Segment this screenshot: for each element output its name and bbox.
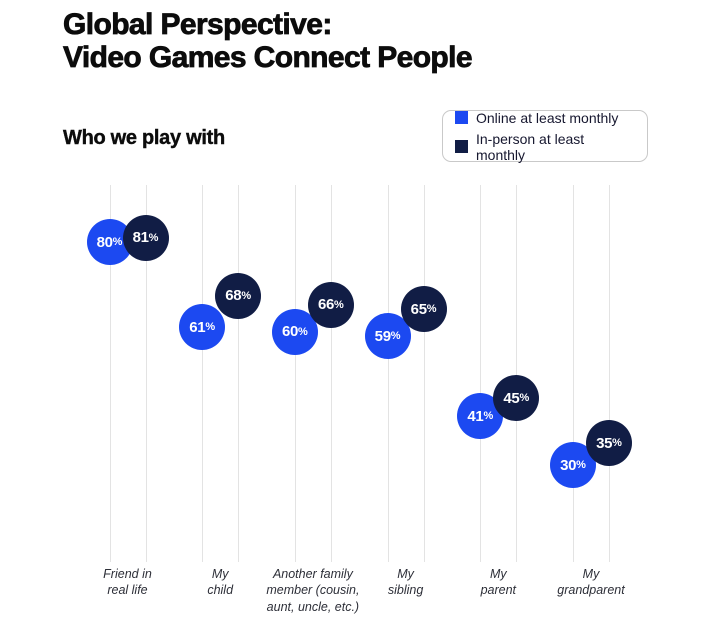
data-point: 66%: [307, 281, 354, 328]
chart-legend: Online at least monthly In-person at lea…: [442, 110, 648, 163]
gridline: [238, 185, 240, 562]
category-label: My sibling: [387, 567, 424, 598]
gridline: [330, 185, 332, 562]
gridline: [480, 185, 482, 562]
legend-item-online: Online at least monthly: [455, 110, 635, 126]
gridline: [109, 185, 111, 562]
gridline: [294, 185, 296, 562]
data-point: 81%: [122, 214, 169, 261]
legend-swatch-inperson-icon: [455, 140, 468, 153]
data-point: 45%: [493, 375, 540, 422]
category-label: Another family member (cousin, aunt, unc…: [266, 567, 360, 614]
legend-swatch-online-icon: [455, 111, 468, 124]
gridline: [573, 185, 574, 562]
title-line-2: Video Games Connect People: [63, 41, 473, 75]
category-label: My grandparent: [557, 567, 625, 598]
data-point: 61%: [179, 304, 226, 351]
gridline: [387, 185, 389, 562]
legend-label-inperson: In-person at least monthly: [476, 130, 585, 163]
gridline: [516, 185, 518, 562]
gridline: [609, 185, 610, 562]
gridline: [145, 185, 147, 562]
data-point: 35%: [586, 420, 632, 466]
page-title: Global Perspective: Video Games Connect P…: [63, 8, 473, 75]
legend-item-inperson: In-person at least monthly: [455, 131, 635, 163]
category-label: My child: [207, 567, 234, 598]
gridline: [423, 185, 425, 562]
gridline: [202, 185, 204, 562]
data-point: 68%: [215, 272, 262, 319]
category-label: My parent: [480, 567, 517, 598]
category-label: Friend in real life: [103, 567, 152, 598]
title-line-1: Global Perspective:: [63, 8, 333, 42]
legend-label-online: Online at least monthly: [476, 109, 619, 126]
chart-subtitle: Who we play with: [63, 127, 226, 149]
data-point: 65%: [400, 286, 447, 333]
